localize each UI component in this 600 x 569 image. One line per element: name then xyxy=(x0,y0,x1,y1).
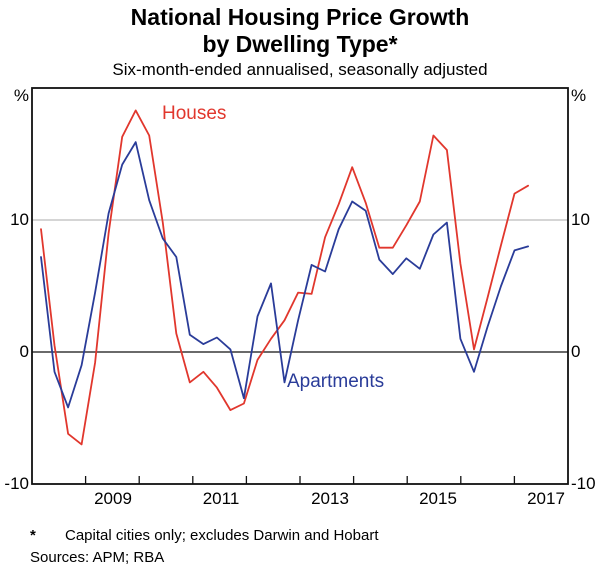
y-tick-label-left-m10: -10 xyxy=(4,474,29,493)
x-tick-label-2011: 2011 xyxy=(202,489,240,508)
y-tick-label-right-0: 0 xyxy=(571,342,581,361)
apartments-series-label: Apartments xyxy=(287,371,385,392)
plot-border xyxy=(31,87,569,485)
x-tick-label-2009: 2009 xyxy=(94,489,132,508)
houses-series-label: Houses xyxy=(162,103,227,124)
y-axis-unit-right: % xyxy=(571,86,587,105)
x-tick-label-2013: 2013 xyxy=(311,489,349,508)
y-tick-label-left-0: 0 xyxy=(19,342,29,361)
y-tick-label-left-10: 10 xyxy=(10,210,29,229)
y-tick-label-right-m10: -10 xyxy=(571,474,596,493)
x-tick-label-2017: 2017 xyxy=(527,489,565,508)
apartments-line xyxy=(40,141,529,409)
sources-line: Sources: APM; RBA xyxy=(30,549,165,566)
chart-subtitle: Six-month-ended annualised, seasonally a… xyxy=(112,60,488,79)
footnote-text: Capital cities only; excludes Darwin and… xyxy=(65,527,379,544)
chart-title-line1: National Housing Price Growth xyxy=(130,4,470,30)
footnote-asterisk: * xyxy=(30,527,36,544)
chart-title-line2: by Dwelling Type* xyxy=(202,31,398,57)
houses-line xyxy=(40,109,529,446)
footnote: * Capital cities only; excludes Darwin an… xyxy=(30,527,590,544)
y-tick-label-right-10: 10 xyxy=(571,210,590,229)
y-axis-unit-left: % xyxy=(13,86,29,105)
x-tick-label-2015: 2015 xyxy=(419,489,457,508)
